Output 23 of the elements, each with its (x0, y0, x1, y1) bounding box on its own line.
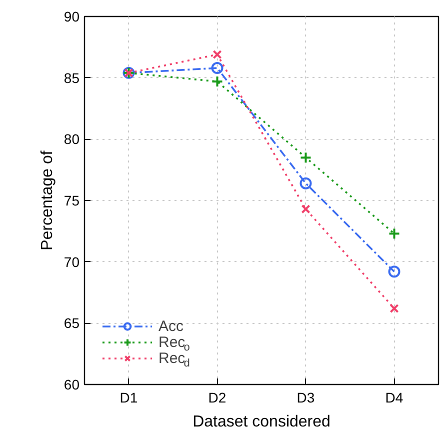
point (211, 76, 224, 88)
point (212, 50, 222, 60)
y-tick-label: 90 (64, 8, 80, 24)
point (301, 204, 310, 214)
point (211, 62, 224, 74)
point (300, 152, 312, 164)
y-tick-label: 85 (64, 70, 80, 86)
x-tick-label: D1 (120, 390, 138, 406)
y-tick-label: 70 (64, 254, 80, 270)
point (390, 304, 399, 313)
point (388, 266, 400, 278)
legend-label: Acc (158, 318, 184, 335)
y-axis-title: Percentage of (38, 150, 56, 250)
x-axis-title: Dataset considered (192, 414, 330, 430)
x-tick-label: D2 (208, 390, 226, 406)
point (388, 228, 400, 240)
y-tick-label: 60 (64, 376, 80, 392)
point (300, 177, 312, 190)
y-tick-label: 75 (64, 192, 80, 208)
x-tick-label: D4 (385, 390, 404, 406)
y-tick-label: 80 (64, 131, 80, 148)
y-tick-label: 65 (64, 315, 80, 332)
x-tick-label: D3 (296, 390, 315, 406)
